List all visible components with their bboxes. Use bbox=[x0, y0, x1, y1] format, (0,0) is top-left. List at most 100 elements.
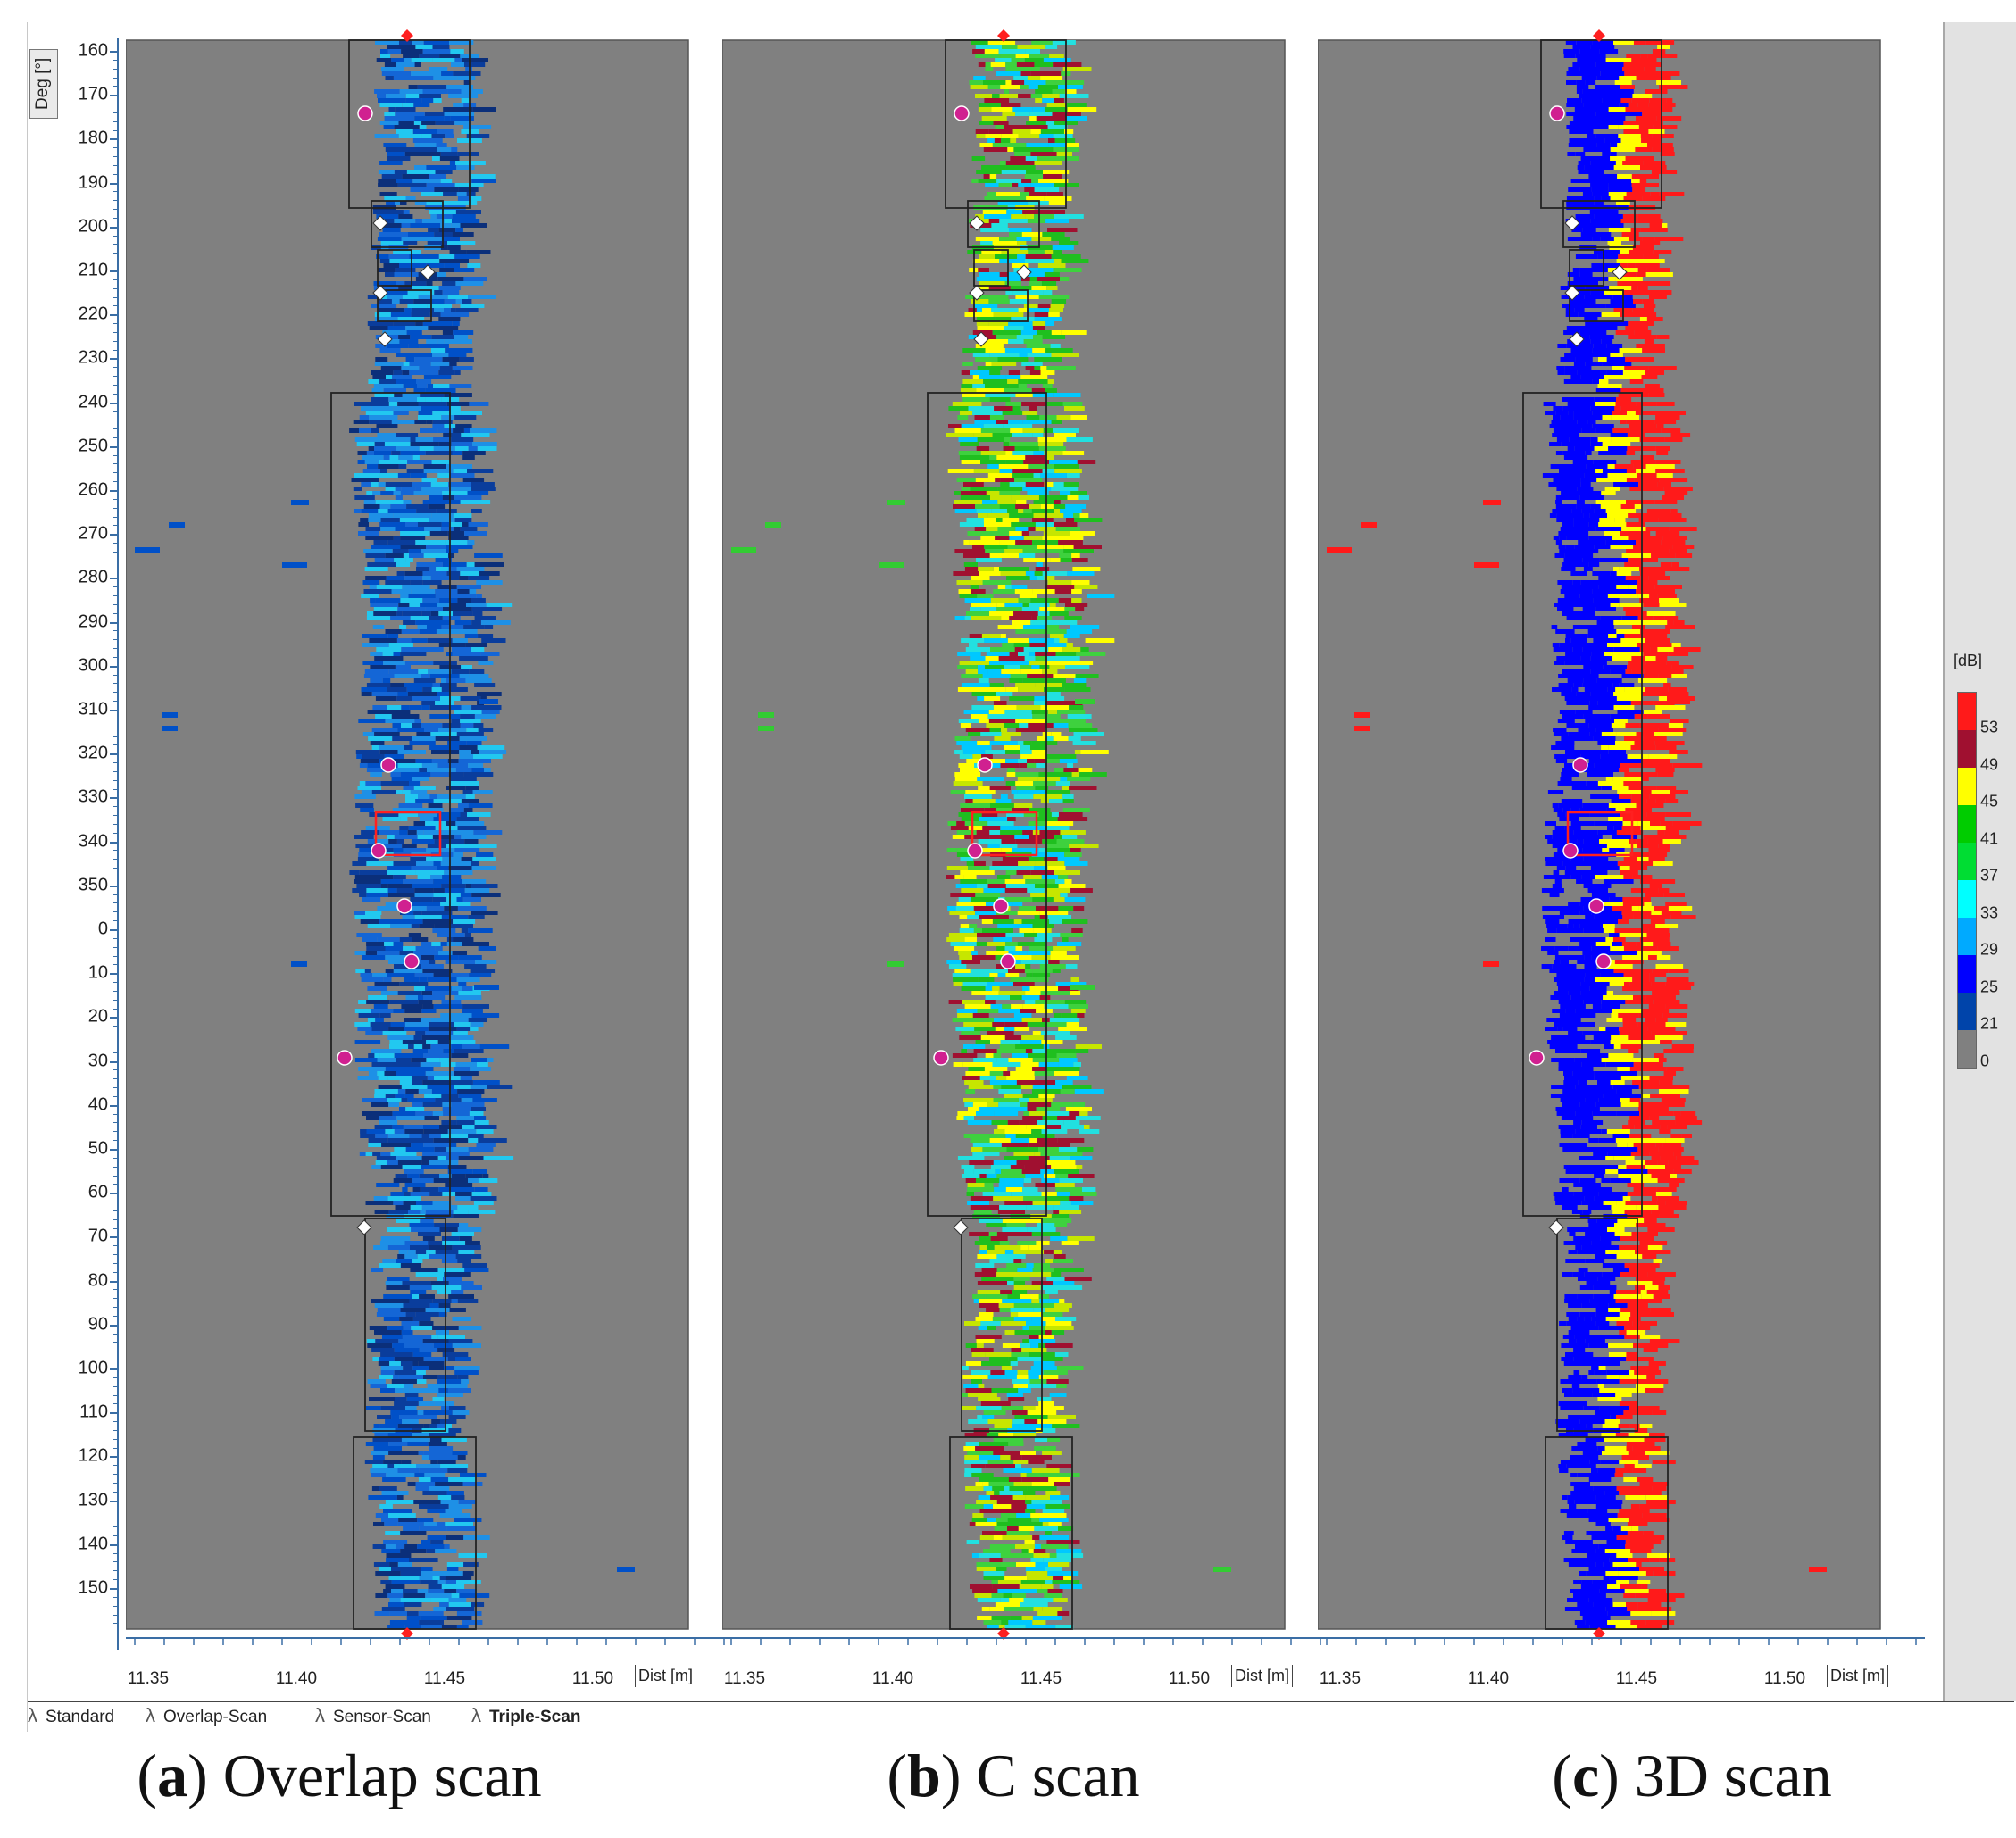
c-scan-panel[interactable]: 11.35 11.40 11.45 11.50 Dist [m] bbox=[722, 22, 1329, 1727]
overlap-scan-panel[interactable]: 11.35 11.40 11.45 11.50 Dist [m] bbox=[126, 22, 733, 1727]
signal-cell bbox=[387, 1433, 412, 1437]
signal-cell bbox=[434, 924, 450, 928]
signal-cell bbox=[405, 94, 420, 98]
signal-cell bbox=[410, 223, 441, 228]
signal-cell bbox=[1656, 116, 1682, 121]
signal-cell bbox=[435, 558, 452, 562]
scan-region-box bbox=[330, 392, 451, 1217]
signal-cell bbox=[372, 491, 381, 495]
signal-cell bbox=[1563, 54, 1576, 58]
3d-scan-panel[interactable]: 11.35 11.40 11.45 11.50 Dist [m] bbox=[1318, 22, 1925, 1727]
signal-cell bbox=[411, 312, 430, 317]
signal-cell bbox=[1020, 330, 1037, 335]
signal-cell bbox=[424, 728, 438, 732]
signal-cell bbox=[1642, 665, 1672, 669]
signal-cell bbox=[403, 848, 427, 852]
signal-cell bbox=[387, 888, 397, 893]
signal-cell bbox=[364, 567, 388, 571]
signal-cell bbox=[1013, 76, 1028, 80]
signal-cell bbox=[431, 942, 441, 946]
signal-cell bbox=[1583, 839, 1600, 844]
signal-cell bbox=[1644, 304, 1656, 308]
signal-cell bbox=[432, 1299, 452, 1303]
signal-cell bbox=[387, 134, 399, 138]
signal-cell bbox=[1070, 94, 1089, 98]
signal-cell bbox=[368, 518, 381, 522]
signal-cell bbox=[441, 71, 454, 76]
signal-cell bbox=[962, 1076, 980, 1080]
signal-cell bbox=[973, 469, 1000, 473]
signal-cell bbox=[1044, 1004, 1069, 1009]
signal-cell bbox=[407, 1442, 429, 1446]
signal-cell bbox=[1549, 442, 1562, 446]
3d-scan-plot[interactable] bbox=[1318, 22, 1925, 1727]
signal-cell bbox=[986, 723, 1004, 728]
signal-cell bbox=[399, 40, 412, 45]
signal-cell bbox=[976, 1567, 996, 1571]
signal-cell bbox=[354, 835, 374, 839]
signal-cell bbox=[447, 759, 459, 763]
signal-cell bbox=[400, 652, 427, 656]
signal-cell bbox=[427, 638, 453, 643]
degree-minor-tick bbox=[113, 1482, 118, 1484]
signal-cell bbox=[425, 397, 442, 402]
signal-cell bbox=[1582, 607, 1596, 611]
signal-cell bbox=[361, 790, 372, 794]
signal-cell bbox=[1004, 665, 1020, 669]
signal-cell bbox=[1077, 460, 1096, 464]
signal-cell bbox=[1034, 759, 1045, 763]
signal-cell bbox=[1648, 848, 1670, 852]
signal-cell bbox=[1620, 763, 1643, 768]
signal-cell bbox=[961, 1406, 977, 1410]
signal-cell bbox=[1555, 495, 1580, 500]
signal-cell bbox=[1665, 812, 1691, 817]
signal-cell bbox=[458, 1250, 475, 1254]
signal-cell bbox=[428, 1584, 442, 1589]
signal-cell bbox=[1659, 669, 1684, 674]
signal-cell bbox=[1056, 1192, 1071, 1196]
signal-cell bbox=[1651, 790, 1670, 794]
signal-cell bbox=[405, 1406, 417, 1410]
signal-cell bbox=[1576, 692, 1591, 696]
signal-cell bbox=[1643, 634, 1668, 638]
signal-cell bbox=[379, 1053, 395, 1058]
signal-cell bbox=[999, 491, 1021, 495]
signal-cell bbox=[1664, 437, 1683, 442]
signal-cell bbox=[979, 1553, 1001, 1558]
signal-cell bbox=[452, 214, 476, 219]
signal-cell bbox=[411, 1227, 440, 1232]
signal-cell bbox=[971, 897, 999, 902]
signal-cell bbox=[1054, 1071, 1079, 1076]
signal-cell bbox=[974, 304, 998, 308]
signal-cell bbox=[402, 915, 415, 919]
signal-cell bbox=[1635, 263, 1660, 268]
signal-cell bbox=[1020, 960, 1049, 964]
signal-cell bbox=[1005, 1134, 1016, 1138]
signal-cell bbox=[1024, 80, 1046, 85]
signal-cell bbox=[995, 1277, 1014, 1281]
signal-cell bbox=[389, 1611, 407, 1616]
signal-cell bbox=[389, 259, 415, 263]
signal-cell bbox=[1658, 772, 1674, 777]
signal-cell bbox=[1043, 58, 1071, 62]
signal-cell bbox=[371, 304, 397, 308]
signal-cell bbox=[990, 1165, 1011, 1169]
signal-cell bbox=[1008, 969, 1025, 973]
signal-cell bbox=[425, 451, 453, 455]
signal-cell bbox=[971, 1518, 987, 1522]
signal-cell bbox=[953, 977, 979, 982]
signal-cell bbox=[1631, 174, 1659, 179]
signal-cell bbox=[375, 598, 401, 603]
signal-cell bbox=[1070, 1192, 1097, 1196]
c-scan-plot[interactable] bbox=[722, 22, 1329, 1727]
signal-cell bbox=[437, 1268, 465, 1272]
signal-cell bbox=[992, 1486, 1004, 1491]
signal-cell bbox=[388, 1602, 404, 1607]
signal-cell bbox=[415, 799, 434, 803]
signal-cell bbox=[960, 924, 970, 928]
signal-cell bbox=[1585, 451, 1592, 455]
signal-cell bbox=[1042, 1218, 1072, 1223]
signal-cell bbox=[417, 1254, 429, 1259]
overlap-scan-plot[interactable] bbox=[126, 22, 733, 1727]
signal-cell bbox=[954, 428, 981, 433]
